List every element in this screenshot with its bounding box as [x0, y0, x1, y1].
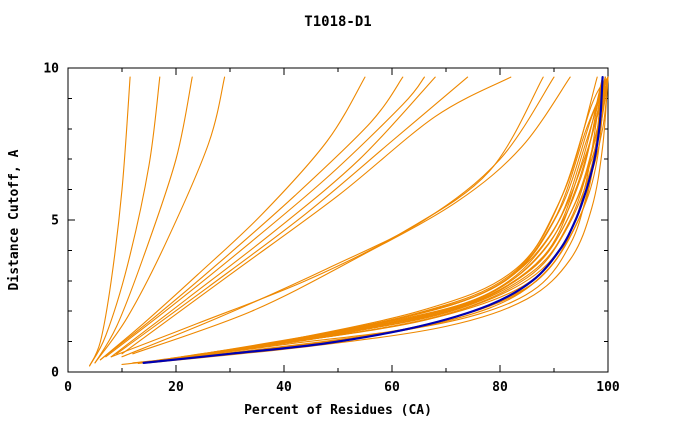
curve-model-25 — [191, 76, 604, 356]
curve-model-24 — [186, 76, 604, 358]
y-tick-label: 5 — [51, 214, 59, 229]
curve-model-23 — [180, 76, 609, 358]
curve-model-19 — [159, 76, 606, 361]
curve-model-04 — [94, 76, 226, 364]
curve-model-05 — [99, 76, 366, 361]
x-tick-label: 20 — [168, 380, 184, 395]
plot-border — [67, 67, 609, 373]
curve-model-30 — [229, 76, 609, 352]
x-tick-label: 80 — [492, 380, 508, 395]
curve-model-08 — [110, 76, 436, 358]
curve-model-29 — [218, 76, 609, 353]
curve-model-12 — [121, 76, 555, 358]
curve-model-27 — [202, 76, 606, 355]
curve-model-15 — [132, 76, 606, 364]
curve-model-32 — [148, 76, 609, 364]
axes: 0 20 40 60 80 100 0 5 10 — [43, 62, 620, 396]
series-group — [89, 76, 609, 367]
curve-model-26 — [197, 76, 606, 356]
curve-model-13 — [132, 76, 571, 355]
curve-model-33 — [137, 76, 606, 365]
x-tick-label: 40 — [276, 380, 292, 395]
y-tick-label: 10 — [43, 62, 59, 77]
y-axis-label: Distance Cutoff, A — [7, 149, 22, 290]
x-tick-label: 0 — [64, 380, 72, 395]
chart-title: T1018-D1 — [304, 14, 371, 30]
curve-model-09 — [116, 76, 469, 355]
curve-model-10 — [121, 76, 512, 355]
curve-model-11 — [110, 76, 544, 358]
curve-model-03 — [94, 76, 193, 364]
curve-model-20 — [164, 76, 609, 361]
y-tick-label: 0 — [51, 366, 59, 381]
x-axis-label: Percent of Residues (CA) — [244, 403, 432, 418]
curve-model-01 — [89, 76, 131, 367]
curve-highlighted-model — [142, 76, 604, 364]
curve-model-31 — [240, 76, 598, 350]
curve-model-28 — [207, 76, 609, 355]
x-tick-label: 60 — [384, 380, 400, 395]
curve-model-07 — [105, 76, 425, 358]
curve-model-17 — [148, 76, 609, 362]
x-tick-label: 100 — [596, 380, 620, 395]
curve-model-06 — [99, 76, 404, 361]
curve-model-18 — [153, 76, 604, 362]
curve-model-22 — [175, 76, 609, 359]
curve-model-02 — [89, 76, 161, 367]
curve-model-14 — [121, 76, 604, 365]
